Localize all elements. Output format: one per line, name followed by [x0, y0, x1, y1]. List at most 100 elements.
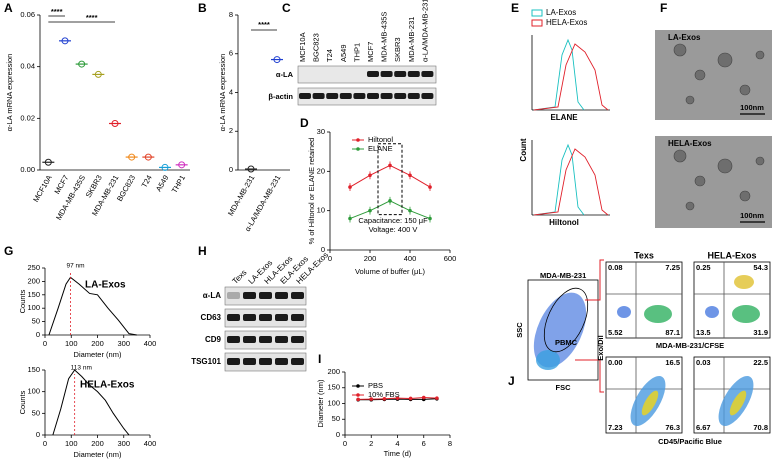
band — [275, 336, 288, 343]
peak-label: 113 nm — [71, 365, 92, 372]
y-tick-label: 0 — [336, 430, 340, 439]
highlight-box — [377, 143, 403, 216]
vesicle — [755, 156, 765, 166]
population — [644, 305, 672, 323]
point — [421, 395, 426, 400]
band — [407, 93, 420, 99]
x-axis-label: CD45/Pacific Blue — [658, 437, 722, 446]
lane-label: A549 — [339, 44, 348, 62]
flow-plot — [693, 356, 771, 434]
significance: **** — [258, 20, 270, 29]
band — [259, 314, 272, 321]
legend-swatch — [531, 19, 543, 27]
x-tick-label: 8 — [448, 439, 452, 448]
point — [369, 397, 374, 401]
quadrant-value: 13.5 — [696, 328, 711, 337]
y-tick-label: 0 — [36, 330, 40, 339]
x-axis-label: Hiltonol — [549, 218, 579, 227]
x-tick-label: 0 — [328, 254, 332, 263]
population — [533, 292, 587, 368]
legend-label: 10% FBS — [368, 390, 400, 399]
y-tick-label: 100 — [27, 303, 40, 312]
panel-label: J — [508, 374, 515, 388]
population — [734, 275, 754, 289]
panel-label: C — [282, 1, 291, 15]
y-tick-label: 200 — [327, 367, 340, 376]
x-axis-label: Time (d) — [384, 449, 412, 458]
row-label: CD63 — [201, 313, 222, 322]
point — [382, 396, 387, 401]
histogram-curve — [533, 148, 609, 216]
panel-label: G — [4, 244, 13, 258]
x-axis-label: ELANE — [550, 113, 578, 122]
y-tick-label: 20 — [317, 166, 325, 175]
lane-label: THP1 — [352, 43, 361, 62]
x-tick-label: MCF10A — [31, 173, 54, 203]
point — [408, 173, 412, 178]
legend-marker — [356, 138, 360, 142]
band — [312, 93, 325, 99]
x-tick-label: THP1 — [170, 173, 187, 194]
x-tick-label: 4 — [395, 439, 399, 448]
row-label: α-LA — [276, 70, 294, 79]
quadrant-value: 7.23 — [608, 423, 623, 432]
quadrant-value: 0.08 — [608, 263, 623, 272]
band — [291, 292, 304, 299]
legend-swatch — [531, 9, 543, 17]
annotation: Voltage: 400 V — [369, 225, 418, 234]
legend-label: HELA-Exos — [546, 18, 587, 27]
plot-title: HELA-Exos — [707, 250, 756, 260]
x-axis-label: Volume of buffer (μL) — [355, 267, 426, 276]
point — [368, 173, 372, 178]
quadrant-value: 54.3 — [753, 263, 768, 272]
y-tick-label: 0 — [229, 165, 233, 174]
band — [227, 358, 240, 365]
legend-label: ELANE — [368, 144, 393, 153]
band — [227, 292, 240, 299]
y-axis-label: Exo/Dil — [596, 335, 605, 360]
band — [326, 93, 339, 99]
arrow — [585, 259, 604, 301]
lane-label: BGC823 — [312, 33, 321, 62]
y-tick-label: 8 — [229, 10, 233, 19]
band — [243, 358, 256, 365]
population — [536, 350, 560, 370]
point — [408, 208, 412, 213]
x-tick-label: 300 — [117, 439, 130, 448]
quadrant-value: 0.00 — [608, 358, 623, 367]
legend-marker — [356, 393, 360, 397]
gate-label: MDA-MB-231 — [540, 271, 586, 280]
population — [617, 306, 631, 318]
band — [259, 358, 272, 365]
y-tick-label: 0.04 — [20, 62, 35, 71]
panel-label: B — [198, 1, 207, 15]
x-axis-label: MDA-MB-231/CFSE — [656, 341, 724, 350]
series-line — [48, 276, 137, 336]
y-tick-label: 2 — [229, 126, 233, 135]
y-axis-label: Diameter (nm) — [316, 379, 325, 427]
x-tick-label: 0 — [43, 339, 47, 348]
quadrant-value: 16.5 — [665, 358, 680, 367]
point — [368, 208, 372, 213]
row-label: β-actin — [268, 92, 293, 101]
point — [428, 185, 432, 189]
population — [641, 390, 659, 416]
band — [227, 314, 240, 321]
band — [291, 336, 304, 343]
y-tick-label: 0 — [36, 430, 40, 439]
y-tick-label: 150 — [27, 365, 40, 374]
micrograph — [655, 30, 772, 120]
vesicle — [673, 149, 687, 163]
annotation: Capacitance: 150 μF — [358, 216, 428, 225]
y-tick-label: 100 — [27, 387, 40, 396]
x-tick-label: A549 — [154, 173, 171, 193]
chart-title: LA-Exos — [85, 280, 126, 291]
vesicle — [739, 84, 751, 96]
y-axis-label: Counts — [18, 289, 27, 313]
quadrant-value: 76.3 — [665, 423, 680, 432]
vesicle — [694, 175, 706, 187]
vesicle — [717, 52, 733, 68]
y-axis-label: α-LA mRNA expression — [5, 54, 14, 132]
x-tick-label: 300 — [117, 339, 130, 348]
lane-label: MDA-MB-231 — [407, 17, 416, 62]
